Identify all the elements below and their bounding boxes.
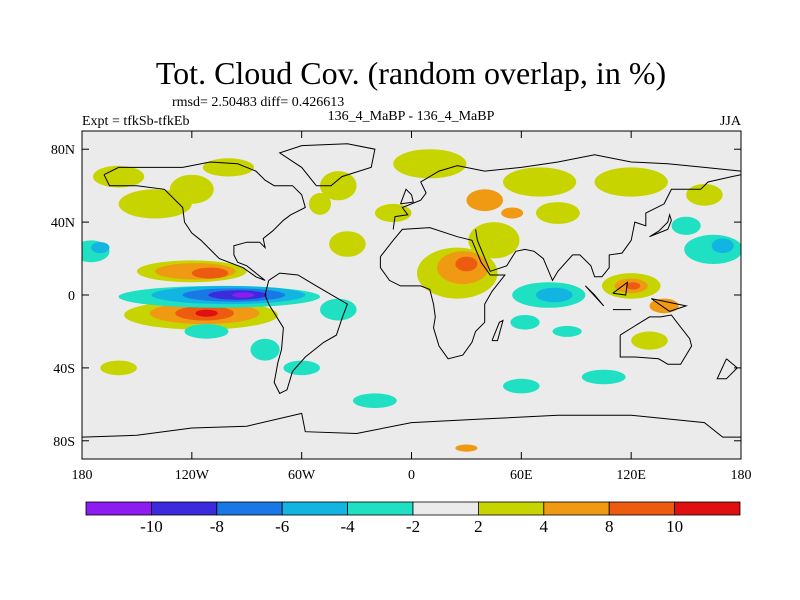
contour-patch <box>466 189 504 212</box>
contour-patch <box>195 309 218 317</box>
colorbar-label: -6 <box>275 517 289 536</box>
x-tick-label: 120E <box>616 468 646 483</box>
contour-patch <box>552 325 582 337</box>
y-tick-label: 80S <box>53 435 75 450</box>
colorbar-swatch <box>216 501 283 516</box>
contour-patch <box>93 165 145 188</box>
colorbar-label: -8 <box>210 517 224 536</box>
map-panel <box>82 131 741 459</box>
contour-patch <box>320 298 357 321</box>
contour-patch <box>594 167 668 197</box>
colorbar-label: 10 <box>666 517 683 536</box>
x-tick-label: 180 <box>72 468 93 483</box>
colorbar-swatch <box>608 501 676 516</box>
contour-patch <box>191 267 229 279</box>
contour-patch <box>250 338 280 361</box>
coastline-segment <box>491 319 504 342</box>
contour-patch <box>510 315 540 330</box>
contour-patch <box>455 256 478 272</box>
colorbar-swatch <box>150 501 218 516</box>
coastline-segment <box>619 314 693 365</box>
contour-patch <box>352 393 397 409</box>
x-tick-label: 120W <box>175 468 210 483</box>
coastline-segment <box>612 281 629 296</box>
coastline-segment <box>716 358 739 380</box>
contour-patch <box>283 360 321 376</box>
colorbar-label: 8 <box>605 517 614 536</box>
colorbar-label: -4 <box>341 517 356 536</box>
colorbar-swatch <box>281 501 349 516</box>
coastline-segment <box>475 174 741 282</box>
colorbar: -10 -8 -6 -4 -2 2 4 8 10 <box>85 501 741 536</box>
contour-patch <box>393 149 467 179</box>
coastline-segment <box>651 298 689 312</box>
y-tick-label: 80N <box>51 143 75 158</box>
contour-patch <box>184 324 229 339</box>
contour-patch <box>169 174 214 204</box>
contour-patch <box>91 242 110 254</box>
contour-patch <box>671 216 701 235</box>
colorbar-swatch <box>347 501 414 516</box>
colorbar-swatch <box>543 501 610 516</box>
right-label: JJA <box>720 114 742 129</box>
colorbar-label: 4 <box>540 517 549 536</box>
y-axis: 80N 40N 0 40S 80S <box>51 143 741 450</box>
colorbar-label: -10 <box>140 517 163 536</box>
coastline-segment <box>392 154 741 230</box>
contour-patch <box>502 167 577 197</box>
coastline-segment <box>649 212 672 238</box>
contour-patch <box>320 171 357 201</box>
contour-patch <box>581 369 626 385</box>
y-tick-label: 0 <box>68 289 75 304</box>
coastline-segment <box>103 161 306 281</box>
contour-patch <box>309 193 331 215</box>
stats-line: rmsd= 2.50483 diff= 0.426613 <box>172 95 344 110</box>
x-tick-label: 60W <box>288 468 316 483</box>
coastline-segment <box>264 272 349 395</box>
contour-patch <box>536 287 573 303</box>
contour-patch <box>711 238 734 254</box>
coastline-segment <box>585 285 605 307</box>
x-tick-label: 60E <box>510 468 533 483</box>
contour-patch <box>503 378 540 394</box>
y-tick-label: 40S <box>53 362 75 377</box>
coastlines <box>82 143 741 438</box>
colorbar-swatch <box>85 501 152 516</box>
coastline-segment <box>278 143 376 187</box>
colorbar-label: 2 <box>474 517 483 536</box>
coastline-segment <box>400 188 414 205</box>
contour-patch <box>535 202 580 224</box>
coastline-segment <box>379 227 506 360</box>
colorbar-swatch <box>477 501 545 516</box>
contour-patch <box>631 331 668 350</box>
colorbar-swatch <box>674 501 741 516</box>
contour-patch <box>374 203 412 223</box>
left-label: Expt = tfkSb-tfkEb <box>82 114 189 129</box>
x-tick-label: 0 <box>408 468 415 483</box>
contour-patch <box>329 231 366 257</box>
colorbar-label: -2 <box>406 517 420 536</box>
contour-patch <box>625 282 641 290</box>
center-label: 136_4_MaBP - 136_4_MaBP <box>328 109 495 124</box>
contour-patch <box>232 292 255 298</box>
contour-patch <box>455 444 478 452</box>
colorbar-swatch <box>412 501 479 516</box>
contour-patch <box>686 183 723 206</box>
chart-title: Tot. Cloud Cov. (random overlap, in %) <box>156 55 666 91</box>
x-tick-label: 180 <box>731 468 752 483</box>
contour-patch <box>468 222 520 259</box>
coastline-segment <box>82 412 741 438</box>
contour-patch <box>501 207 524 219</box>
x-axis: 180 120W 60W 0 60E 120E 180 <box>72 131 752 483</box>
contour-patch <box>100 360 137 376</box>
y-tick-label: 40N <box>51 216 75 231</box>
